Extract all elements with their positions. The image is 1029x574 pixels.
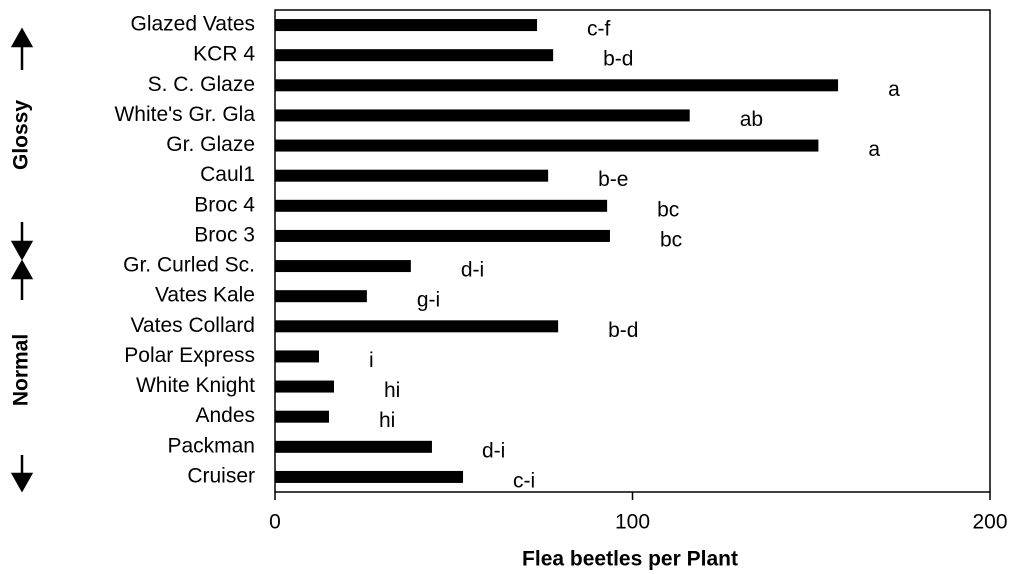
annotation: d-i <box>461 259 484 282</box>
bar <box>275 19 538 32</box>
group-arrows <box>10 27 34 493</box>
x-tick-label: 100 <box>615 511 650 534</box>
annotation: a <box>888 78 900 101</box>
bar <box>275 169 549 182</box>
y-tick-label: Vates Kale <box>155 284 255 307</box>
bar <box>275 109 690 122</box>
y-tick-label: Polar Express <box>124 344 255 367</box>
bar <box>275 470 464 483</box>
y-tick-label: Packman <box>167 434 255 457</box>
bar <box>275 229 610 242</box>
bar <box>275 260 411 273</box>
y-tick-label: White's Gr. Gla <box>114 103 255 126</box>
y-tick-label: White Knight <box>136 374 255 397</box>
y-tick-label: Broc 3 <box>194 223 255 246</box>
y-tick-label: Caul1 <box>200 163 255 186</box>
bar <box>275 440 432 453</box>
bar <box>275 350 319 363</box>
bar <box>275 320 559 333</box>
group-label: Normal <box>10 334 33 406</box>
y-tick-label: S. C. Glaze <box>148 73 255 96</box>
x-axis-title: Flea beetles per Plant <box>522 548 738 571</box>
annotation: bc <box>660 228 682 251</box>
bar <box>275 49 554 62</box>
y-tick-label: Cruiser <box>187 464 255 487</box>
y-tick-label: Broc 4 <box>194 193 255 216</box>
x-tick-label: 0 <box>269 511 281 534</box>
bar <box>275 380 334 393</box>
y-tick-label: Gr. Curled Sc. <box>123 254 255 277</box>
group-label: Glossy <box>10 100 33 170</box>
annotation: a <box>868 138 880 161</box>
annotation: hi <box>379 409 395 432</box>
bar <box>275 79 839 92</box>
annotation: ab <box>740 108 763 131</box>
bar <box>275 199 608 212</box>
bar <box>275 410 329 423</box>
annotation: hi <box>384 379 400 402</box>
annotation: c-i <box>513 469 535 492</box>
annotation: i <box>369 349 374 372</box>
bar <box>275 139 819 152</box>
y-tick-label: Gr. Glaze <box>166 133 255 156</box>
annotation: bc <box>657 198 679 221</box>
annotation: b-d <box>608 319 638 342</box>
annotation: g-i <box>417 289 440 312</box>
y-tick-label: KCR 4 <box>193 43 255 66</box>
y-tick-label: Andes <box>195 404 255 427</box>
annotation: b-d <box>603 48 633 71</box>
annotation: b-e <box>598 168 628 191</box>
annotation: d-i <box>482 439 505 462</box>
y-tick-label: Vates Collard <box>130 314 255 337</box>
y-tick-label: Glazed Vates <box>130 13 255 36</box>
annotation: c-f <box>587 18 610 41</box>
bar <box>275 290 367 303</box>
x-tick-label: 200 <box>972 511 1007 534</box>
